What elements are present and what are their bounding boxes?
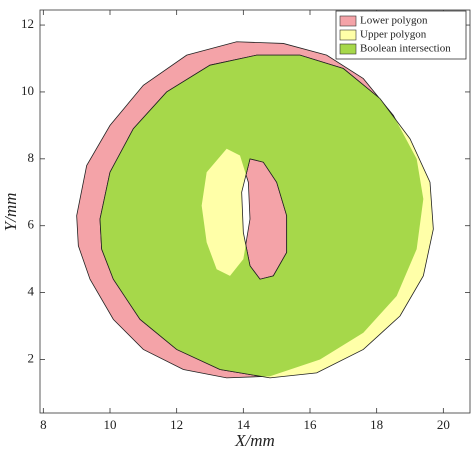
x-tick-label: 10 — [104, 417, 117, 432]
x-tick-label: 8 — [40, 417, 47, 432]
y-tick-label: 10 — [21, 83, 34, 98]
legend-label: Lower polygon — [360, 15, 428, 27]
y-tick-label: 4 — [28, 284, 35, 299]
y-tick-label: 2 — [28, 350, 35, 365]
legend-label: Upper polygon — [360, 29, 427, 41]
x-tick-label: 16 — [304, 417, 318, 432]
y-tick-label: 8 — [28, 150, 35, 165]
x-tick-label: 14 — [237, 417, 251, 432]
x-tick-label: 20 — [437, 417, 450, 432]
y-axis-title: Y/mm — [1, 193, 20, 232]
y-tick-label: 12 — [21, 16, 34, 31]
legend-swatch — [339, 29, 357, 41]
legend-swatch — [339, 43, 357, 55]
y-tick-label: 6 — [28, 217, 35, 232]
x-tick-label: 18 — [370, 417, 383, 432]
x-tick-label: 12 — [170, 417, 183, 432]
legend-label: Boolean intersection — [360, 43, 451, 55]
legend-swatch — [339, 15, 357, 27]
x-axis-title: X/mm — [234, 431, 275, 450]
plot-frame — [39, 9, 471, 414]
legend-box — [335, 10, 467, 60]
